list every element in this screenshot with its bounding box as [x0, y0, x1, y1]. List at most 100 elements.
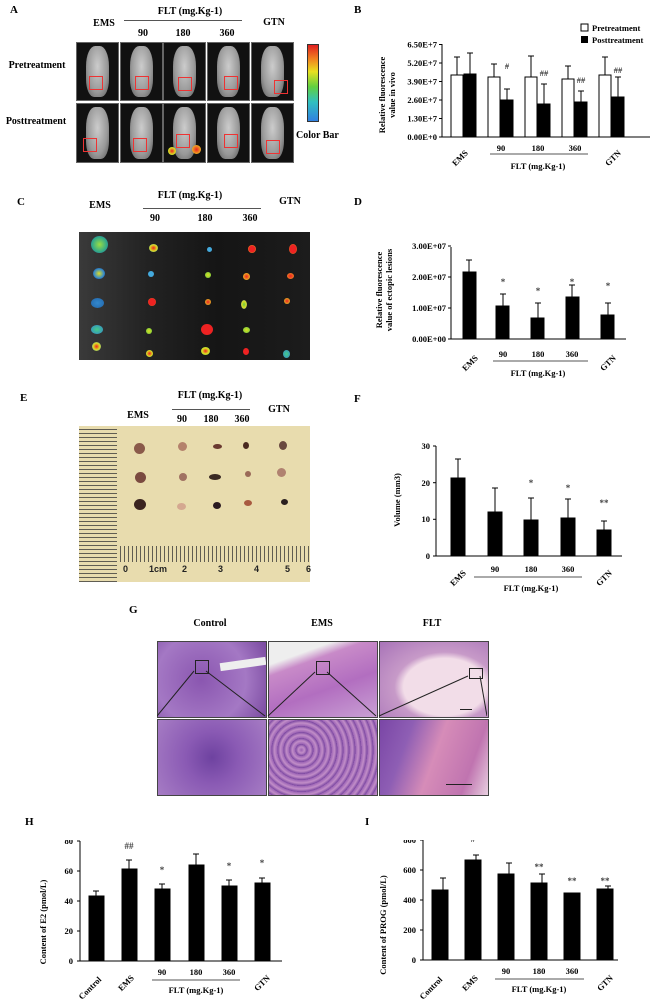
flt-bracket-line: [124, 20, 242, 21]
chart-b-fluorescence-in-vivo: Pretreatment Posttreatment Relative fluo…: [377, 23, 650, 171]
panel-label-e: E: [20, 392, 28, 404]
he-ems-high-mag: [268, 719, 378, 796]
mouse-pre-90: [120, 42, 163, 101]
vertical-ruler: [79, 426, 117, 582]
header-ems: EMS: [93, 18, 115, 29]
svg-text:*: *: [260, 858, 265, 868]
svg-text:FLT (mg.Kg-1): FLT (mg.Kg-1): [504, 583, 559, 593]
svg-text:360: 360: [223, 967, 236, 977]
flt-bracket-line-e: [172, 409, 250, 410]
row-label-posttreatment: Posttreatment: [5, 116, 67, 127]
he-column-control: Control: [193, 618, 227, 629]
lesion-ruler-photo: 0 1cm 2 3 4 5 6: [79, 426, 312, 582]
ectopic-lesion-fluorescence-image: [79, 232, 310, 360]
svg-text:EMS: EMS: [116, 973, 136, 993]
svg-text:Volume (mm3): Volume (mm3): [392, 473, 402, 527]
header-gtn-c: GTN: [279, 196, 301, 207]
he-control-low-mag: [157, 641, 267, 718]
svg-text:Control: Control: [417, 974, 444, 1001]
svg-text:1.30E+7: 1.30E+7: [407, 114, 437, 124]
svg-text:800: 800: [403, 840, 416, 845]
panel-label-h: H: [25, 816, 34, 828]
svg-text:Relative fluorescence: Relative fluorescence: [377, 57, 387, 134]
he-column-flt: FLT: [422, 618, 442, 629]
mouse-pre-ems: [76, 42, 119, 101]
svg-text:0: 0: [412, 955, 416, 965]
svg-text:200: 200: [403, 925, 416, 935]
horizontal-ruler: [117, 546, 310, 562]
svg-text:0.00E+0: 0.00E+0: [407, 132, 437, 142]
svg-text:FLT (mg.Kg-1): FLT (mg.Kg-1): [511, 368, 566, 378]
svg-text:FLT (mg.Kg-1): FLT (mg.Kg-1): [169, 985, 224, 995]
header-gtn: GTN: [263, 17, 285, 28]
svg-text:180: 180: [525, 564, 538, 574]
svg-text:*: *: [536, 286, 541, 296]
he-flt-low-mag: [379, 641, 489, 718]
svg-text:3.90E+7: 3.90E+7: [407, 77, 437, 87]
svg-text:*: *: [501, 277, 506, 287]
mouse-post-90: [120, 103, 163, 163]
mouse-post-180: [163, 103, 206, 163]
svg-text:180: 180: [532, 349, 545, 359]
svg-text:80: 80: [65, 840, 74, 846]
header-dose-180: 180: [175, 28, 191, 39]
header-gtn-e: GTN: [268, 404, 290, 415]
header-dose-360: 360: [219, 28, 235, 39]
panel-label-d: D: [354, 196, 362, 208]
svg-text:EMS: EMS: [460, 353, 480, 373]
svg-text:60: 60: [65, 866, 74, 876]
svg-text:180: 180: [190, 967, 203, 977]
svg-text:*: *: [606, 281, 611, 291]
svg-text:360: 360: [566, 349, 579, 359]
header-dose-180-c: 180: [197, 213, 213, 224]
mouse-pre-180: [163, 42, 206, 101]
header-dose-90-e: 90: [177, 414, 187, 425]
svg-text:GTN: GTN: [252, 972, 273, 993]
header-dose-90: 90: [138, 28, 148, 39]
svg-text:**: **: [535, 862, 545, 872]
ruler-tick-6: 6: [306, 564, 312, 574]
he-ems-low-mag: [268, 641, 378, 718]
chart-d-fluorescence-ectopic-lesions: Relative fluorescence value of ectopic l…: [374, 241, 626, 378]
color-bar: [307, 44, 319, 122]
header-dose-90-c: 90: [150, 213, 160, 224]
svg-text:EMS: EMS: [460, 973, 480, 993]
panel-label-b: B: [354, 4, 362, 16]
svg-text:Relative fluorescence: Relative fluorescence: [374, 252, 384, 329]
svg-text:6.50E+7: 6.50E+7: [407, 40, 437, 50]
he-control-high-mag: [157, 719, 267, 796]
he-column-ems: EMS: [311, 618, 333, 629]
svg-text:##: ##: [540, 68, 549, 78]
svg-text:##: ##: [614, 65, 623, 75]
svg-text:600: 600: [403, 865, 416, 875]
header-ems-c: EMS: [89, 200, 111, 211]
svg-text:90: 90: [502, 966, 511, 976]
svg-text:90: 90: [497, 143, 506, 153]
svg-text:*: *: [566, 483, 571, 493]
svg-text:90: 90: [158, 967, 167, 977]
svg-text:2.60E+7: 2.60E+7: [407, 95, 437, 105]
svg-text:5.20E+7: 5.20E+7: [407, 58, 437, 68]
svg-text:0.00E+00: 0.00E+00: [412, 334, 446, 344]
svg-text:20: 20: [422, 478, 431, 488]
legend-posttreatment: Posttreatment: [592, 35, 643, 45]
svg-text:0: 0: [426, 551, 430, 561]
svg-text:3.00E+07: 3.00E+07: [412, 241, 447, 251]
svg-text:Content of E2 (pmol/L): Content of E2 (pmol/L): [38, 879, 48, 964]
svg-text:2.00E+07: 2.00E+07: [412, 272, 447, 282]
svg-text:90: 90: [491, 564, 500, 574]
svg-text:0: 0: [69, 956, 73, 966]
ruler-tick-5: 5: [285, 564, 291, 574]
svg-text:180: 180: [533, 966, 546, 976]
svg-text:FLT (mg.Kg-1): FLT (mg.Kg-1): [511, 161, 566, 171]
svg-text:40: 40: [65, 896, 74, 906]
header-flt: FLT (mg.Kg-1): [157, 6, 223, 17]
svg-text:1.00E+07: 1.00E+07: [412, 303, 447, 313]
svg-text:**: **: [568, 876, 578, 886]
legend-pretreatment: Pretreatment: [592, 23, 640, 33]
svg-text:**: **: [600, 498, 610, 508]
svg-text:20: 20: [65, 926, 74, 936]
svg-text:##: ##: [577, 75, 586, 85]
svg-text:*: *: [160, 865, 165, 875]
